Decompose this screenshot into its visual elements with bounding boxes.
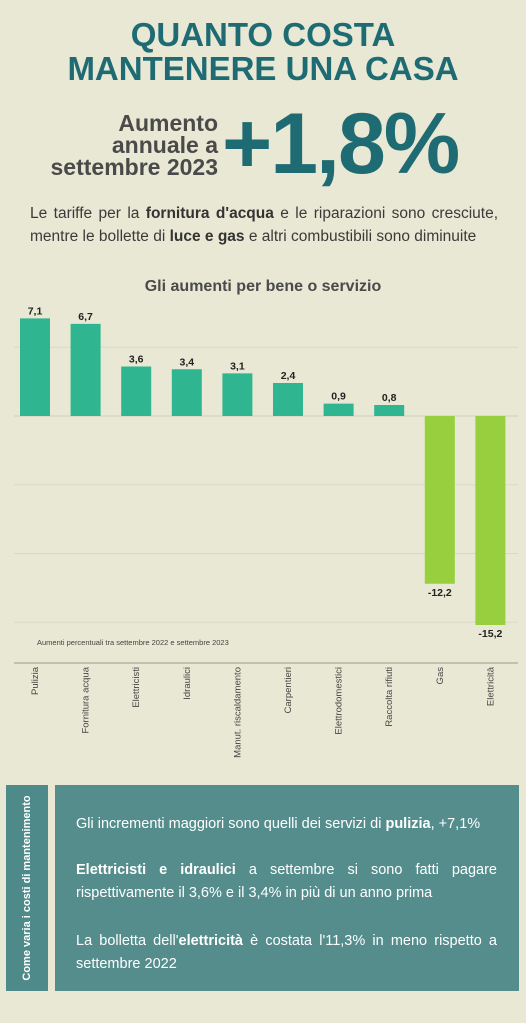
bar bbox=[475, 416, 506, 625]
bar-value-label: 3,6 bbox=[129, 354, 144, 366]
bar bbox=[70, 323, 101, 416]
intro-bold-1: fornitura d'acqua bbox=[145, 205, 274, 222]
bar bbox=[374, 405, 405, 416]
bar-value-label: 3,1 bbox=[230, 360, 245, 372]
category-label: Manut. riscaldamento bbox=[232, 667, 243, 758]
category-label: Idraulici bbox=[182, 667, 193, 700]
bar bbox=[273, 383, 303, 416]
bar bbox=[121, 366, 152, 416]
category-label: Gas bbox=[435, 667, 446, 685]
bar-value-label: -12,2 bbox=[428, 587, 452, 599]
increase-label-line-1: Aumento bbox=[118, 110, 218, 136]
category-label: Pulizia bbox=[30, 666, 41, 695]
chart-category-labels: Pulizia Fornitura acqua Elettricisti Idraul… bbox=[30, 666, 496, 758]
intro-part-2: e le riparazioni sono cresciute, mentre … bbox=[30, 205, 498, 245]
bar-value-label: 0,9 bbox=[331, 391, 346, 403]
panel-p2-tail: a settembre si sono fatti pagare rispett… bbox=[76, 862, 497, 901]
bar bbox=[323, 403, 354, 416]
category-label: Raccolta rifiuti bbox=[384, 667, 395, 727]
bar bbox=[222, 373, 253, 416]
page-title: QUANTO COSTA MANTENERE UNA CASA bbox=[0, 18, 526, 86]
bar-value-label: 7,1 bbox=[28, 305, 43, 317]
bar-value-label: 2,4 bbox=[281, 370, 296, 382]
category-label: Elettricità bbox=[485, 666, 496, 706]
intro-bold-2: luce e gas bbox=[169, 228, 245, 245]
bar-value-label: -15,2 bbox=[478, 628, 502, 640]
panel-side-label: Come varia i costi di mantenimento bbox=[21, 795, 33, 981]
panel-paragraph-3: La bolletta dell'elettricità è costata l… bbox=[76, 930, 497, 976]
chart-value-labels: 7,1 6,7 3,6 3,4 3,1 2,4 0,9 0,8 -12,2 -15,2 bbox=[28, 305, 503, 640]
category-label: Elettricisti bbox=[131, 667, 142, 708]
bar bbox=[20, 318, 50, 416]
panel-main: Gli incrementi maggiori sono quelli dei … bbox=[55, 785, 519, 991]
panel-p3-text: La bolletta dell' bbox=[76, 933, 179, 949]
increase-label: Aumento annuale a settembre 2023 bbox=[20, 110, 219, 180]
chart-bars bbox=[20, 318, 506, 625]
category-label: Elettrodomestici bbox=[334, 667, 345, 735]
title-line-2: MANTENERE UNA CASA bbox=[67, 50, 459, 87]
increase-value: +1,8% bbox=[222, 96, 460, 192]
bar-value-label: 0,8 bbox=[382, 392, 397, 404]
bar-value-label: 6,7 bbox=[78, 311, 93, 323]
panel-p1-tail: , +7,1% bbox=[430, 816, 481, 832]
bar bbox=[424, 416, 455, 584]
panel-p1-bold: pulizia bbox=[385, 816, 431, 832]
panel-p1-text: Gli incrementi maggiori sono quelli dei … bbox=[76, 816, 386, 832]
category-label: Carpentieri bbox=[283, 667, 294, 713]
panel-p3-bold: elettricità bbox=[178, 933, 243, 949]
chart-title: Gli aumenti per bene o servizio bbox=[144, 278, 382, 295]
intro-text: Le tariffe per la fornitura d'acqua e le… bbox=[30, 202, 498, 248]
bar-chart: 7,1 6,7 3,6 3,4 3,1 2,4 0,9 0,8 -12,2 -15,2 Puliz… bbox=[14, 305, 518, 758]
increase-label-line-3: settembre 2023 bbox=[50, 154, 219, 180]
panel-paragraph-2: Elettricisti e idraulici a settembre si … bbox=[76, 859, 497, 905]
panel-paragraph-1: Gli incrementi maggiori sono quelli dei … bbox=[76, 813, 497, 836]
intro-part-1: Le tariffe per la bbox=[30, 205, 146, 222]
intro-part-3: e altri combustibili sono diminuite bbox=[244, 228, 477, 245]
bar-value-label: 3,4 bbox=[179, 356, 194, 368]
bar bbox=[171, 369, 202, 416]
panel-p3-tail: è costata l'11,3% in meno rispetto a set… bbox=[76, 933, 497, 972]
increase-label-line-2: annuale a bbox=[111, 132, 218, 158]
title-line-1: QUANTO COSTA bbox=[130, 16, 396, 53]
chart-note: Aumenti percentuali tra settembre 2022 e… bbox=[37, 638, 229, 647]
panel-p2-bold: Elettricisti e idraulici bbox=[76, 862, 236, 878]
category-label: Fornitura acqua bbox=[81, 666, 92, 733]
panel-side: Come varia i costi di mantenimento bbox=[6, 785, 48, 991]
